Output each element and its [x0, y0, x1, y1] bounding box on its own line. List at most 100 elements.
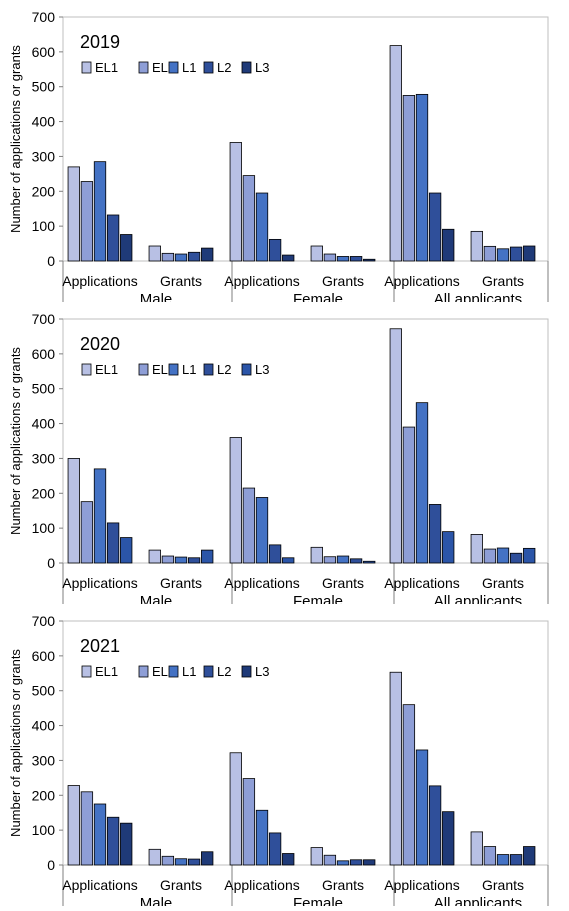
bar [93, 161, 107, 262]
legend-swatch [81, 363, 92, 376]
bar [496, 248, 510, 262]
legend-swatch [168, 61, 179, 74]
x-subcategory-label: Applications [224, 273, 300, 289]
bar [509, 854, 523, 866]
bar [336, 555, 350, 564]
legend-swatch [203, 665, 214, 678]
plot-area [62, 620, 549, 866]
chart-panel-2021: 0 100 200 300 400 500 600 700 Number of applicat… [0, 604, 569, 911]
bar [442, 811, 455, 866]
y-tick-label: 300 [32, 752, 56, 768]
bar [470, 230, 483, 262]
y-axis-label: Number of applications or grants [8, 45, 23, 233]
bar [523, 245, 536, 262]
y-tick-label: 0 [47, 857, 55, 873]
bar [187, 858, 201, 866]
bar [363, 560, 376, 564]
legend-label: L3 [255, 362, 269, 377]
legend-swatch [138, 61, 149, 74]
x-subcategory-label: Applications [62, 273, 138, 289]
legend-swatch [203, 61, 214, 74]
bar [229, 437, 242, 564]
bar [349, 558, 363, 564]
y-tick-label: 500 [32, 381, 56, 397]
x-subcategory-label: Grants [482, 575, 524, 591]
y-tick-label: 300 [32, 148, 56, 164]
bar [310, 546, 323, 564]
legend-swatch [241, 61, 252, 74]
bar [268, 544, 282, 564]
x-subcategory-label: Grants [322, 273, 364, 289]
bar [148, 848, 161, 866]
x-subcategory-label: Applications [62, 575, 138, 591]
x-group-label: Male [140, 291, 173, 302]
bar [67, 785, 80, 866]
bar [255, 809, 269, 866]
bar [323, 556, 337, 564]
legend-swatch [138, 363, 149, 376]
bar [428, 504, 442, 564]
panel-year-label: 2020 [80, 334, 120, 354]
y-tick-label: 200 [32, 787, 56, 803]
x-subcategory-label: Grants [322, 575, 364, 591]
plot-area [62, 318, 549, 564]
x-subcategory-label: Applications [384, 575, 460, 591]
y-tick-label: 500 [32, 79, 56, 95]
x-subcategory-label: Applications [384, 273, 460, 289]
bar [496, 547, 510, 564]
bar [120, 822, 133, 866]
bar [323, 854, 337, 866]
bar [161, 855, 175, 866]
bar [242, 487, 256, 564]
y-tick-label: 700 [32, 613, 56, 629]
bar [470, 831, 483, 866]
legend-label: EL1 [95, 664, 118, 679]
y-tick-label: 400 [32, 416, 56, 432]
bar [282, 853, 295, 866]
legend-label: L2 [217, 60, 231, 75]
chart-2021-svg: 0 100 200 300 400 500 600 700 Number of applicat… [8, 613, 549, 911]
legend-label: L3 [255, 664, 269, 679]
bar [363, 258, 376, 262]
y-tick-label: 600 [32, 648, 56, 664]
y-tick-label: 100 [32, 218, 56, 234]
legend-swatch [81, 61, 92, 74]
x-group-label: All applicants [434, 593, 522, 604]
bar [336, 256, 350, 262]
chart-panel-2019: 0 100 200 300 400 500 600 700 Number of applicat… [0, 0, 569, 308]
bar [268, 238, 282, 262]
legend-label: EL1 [95, 60, 118, 75]
x-subcategory-label: Applications [224, 877, 300, 893]
bar [80, 501, 94, 564]
y-axis-label: Number of applications or grants [8, 347, 23, 535]
bar [349, 859, 363, 866]
bar [389, 328, 402, 564]
bar [93, 803, 107, 866]
bar [201, 549, 214, 564]
x-subcategory-label: Applications [224, 575, 300, 591]
legend-label: L3 [255, 60, 269, 75]
bar [389, 671, 402, 866]
y-tick-label: 600 [32, 44, 56, 60]
bar [402, 95, 416, 262]
bar [174, 858, 188, 866]
bar [242, 778, 256, 866]
bar [268, 832, 282, 866]
chart-panel-2020: 0 100 200 300 400 500 600 700 Number of applicat… [0, 302, 569, 610]
bar [161, 252, 175, 262]
bar [402, 426, 416, 564]
bar [509, 246, 523, 262]
bar [229, 142, 242, 262]
bar [187, 557, 201, 564]
x-subcategory-label: Grants [160, 877, 202, 893]
bar [174, 253, 188, 262]
x-subcategory-label: Applications [384, 877, 460, 893]
chart-2020-svg: 0 100 200 300 400 500 600 700 Number of applicat… [8, 311, 549, 610]
y-tick-label: 100 [32, 520, 56, 536]
bar [323, 253, 337, 262]
bar [67, 166, 80, 262]
y-tick-label: 400 [32, 718, 56, 734]
y-axis-label: Number of applications or grants [8, 649, 23, 837]
legend-swatch [168, 665, 179, 678]
